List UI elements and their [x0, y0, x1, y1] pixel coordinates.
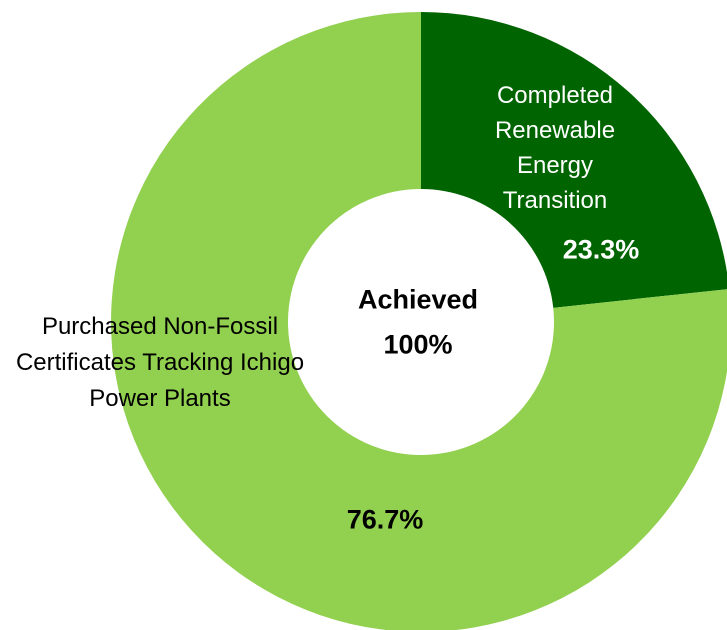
- center-value: 100%: [383, 329, 453, 360]
- value-label: 23.3%: [562, 234, 640, 265]
- slice-label: Completed Renewable Energy Transition: [494, 82, 616, 214]
- center-label: Achieved: [357, 284, 479, 315]
- donut-slice: [421, 12, 727, 308]
- donut-slice: [111, 12, 727, 630]
- value-label: 76.7%: [346, 504, 424, 535]
- slice-label: Purchased Non-Fossil Certificates Tracki…: [15, 313, 305, 412]
